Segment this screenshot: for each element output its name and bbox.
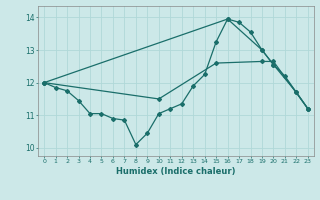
X-axis label: Humidex (Indice chaleur): Humidex (Indice chaleur)	[116, 167, 236, 176]
